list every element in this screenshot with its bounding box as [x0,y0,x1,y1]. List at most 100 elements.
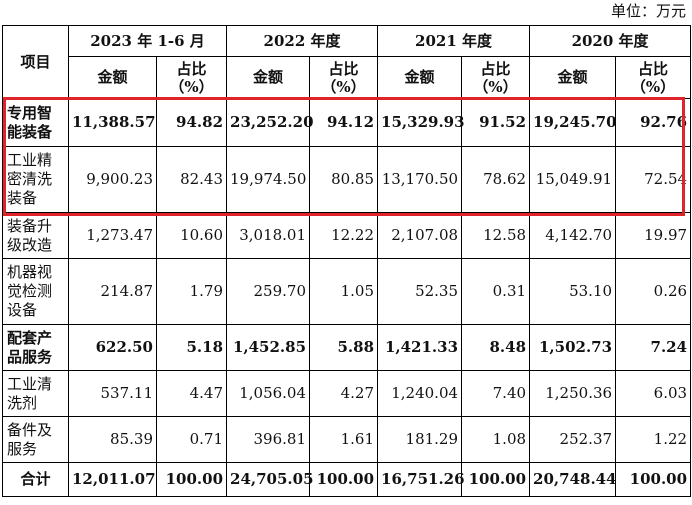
ratio-header-line1: 占比 [328,59,359,78]
cell-ratio: 12.58 [461,212,531,259]
cell-amount: 259.70 [226,258,311,325]
ratio-header: 占比 （%） [461,56,531,99]
cell-amount: 396.81 [226,416,311,463]
cell-amount: 19,974.50 [226,146,311,213]
cell-ratio: 91.52 [461,98,531,147]
row-label: 专用智能装备 [2,98,69,147]
cell-ratio: 6.03 [615,370,692,417]
cell-ratio: 1.22 [615,416,692,463]
cell-amount: 53.10 [529,258,617,325]
cell-ratio: 100.00 [615,462,692,497]
table-row: 配套产品服务 622.50 5.18 1,452.85 5.88 1,421.3… [2,324,692,371]
cell-ratio: 0.31 [461,258,531,325]
cell-amount: 537.11 [68,370,157,417]
row-label: 机器视觉检测设备 [2,258,69,325]
cell-amount: 622.50 [68,324,157,371]
cell-ratio: 19.97 [615,212,692,259]
cell-amount: 15,049.91 [529,146,617,213]
cell-ratio: 94.82 [155,98,228,147]
cell-ratio: 72.54 [615,146,692,213]
cell-ratio: 94.12 [309,98,379,147]
ratio-header: 占比 （%） [309,56,379,99]
cell-ratio: 100.00 [461,462,531,497]
cell-ratio: 100.00 [309,462,379,497]
cell-amount: 9,900.23 [68,146,157,213]
cell-amount: 1,452.85 [226,324,311,371]
total-row: 合计 12,011.07 100.00 24,705.05 100.00 16,… [2,462,692,497]
period-header-2020: 2020 年度 [529,25,692,57]
table-row: 装备升级改造 1,273.47 10.60 3,018.01 12.22 2,1… [2,212,692,259]
amount-header: 金额 [529,56,617,99]
cell-amount: 15,329.93 [377,98,465,147]
cell-ratio: 92.76 [615,98,692,147]
cell-ratio: 80.85 [309,146,379,213]
ratio-header: 占比 （%） [155,56,228,99]
ratio-header-line1: 占比 [638,59,669,78]
cell-amount: 1,421.33 [377,324,463,371]
ratio-header-line2: （%） [321,77,366,96]
cell-amount: 3,018.01 [226,212,311,259]
ratio-header-line2: （%） [473,77,518,96]
cell-amount: 13,170.50 [377,146,463,213]
cell-ratio: 5.88 [309,324,379,371]
cell-amount: 1,250.36 [529,370,617,417]
cell-ratio: 78.62 [461,146,531,213]
cell-ratio: 8.48 [461,324,531,371]
cell-amount: 1,273.47 [68,212,157,259]
table-row: 机器视觉检测设备 214.87 1.79 259.70 1.05 52.35 0… [2,258,692,325]
financial-table: 项目 2023 年 1-6 月 2022 年度 2021 年度 2020 年度 … [2,25,692,497]
header-row-periods: 项目 2023 年 1-6 月 2022 年度 2021 年度 2020 年度 [2,25,692,99]
cell-amount: 214.87 [68,258,157,325]
row-label: 工业清洗剂 [2,370,69,417]
cell-amount: 181.29 [377,416,463,463]
table-row: 专用智能装备 11,388.57 94.82 23,252.20 94.12 1… [2,98,692,147]
cell-amount: 2,107.08 [377,212,463,259]
ratio-header-line1: 占比 [176,59,207,78]
cell-amount: 252.37 [529,416,617,463]
row-label: 工业精密清洗装备 [2,146,69,213]
ratio-header: 占比 （%） [615,56,692,99]
header-row-columns: 金额 占比 （%） 金额 占比 （%） 金额 占比 （%） 金额 占比 （%） [3,56,692,99]
row-label: 备件及服务 [2,416,69,463]
cell-ratio: 7.24 [615,324,692,371]
cell-ratio: 1.08 [461,416,531,463]
cell-ratio: 0.71 [155,416,228,463]
item-header: 项目 [2,25,69,99]
amount-header: 金额 [226,56,311,99]
cell-ratio: 5.18 [155,324,228,371]
cell-amount: 24,705.05 [226,462,314,497]
ratio-header-line1: 占比 [480,59,511,78]
ratio-header-line2: （%） [169,77,214,96]
cell-amount: 1,240.04 [377,370,463,417]
cell-ratio: 100.00 [155,462,228,497]
ratio-header-line2: （%） [630,77,676,96]
amount-header: 金额 [377,56,463,99]
cell-amount: 1,502.73 [529,324,617,371]
cell-ratio: 10.60 [155,212,228,259]
table-row: 工业精密清洗装备 9,900.23 82.43 19,974.50 80.85 … [2,146,692,213]
row-label: 配套产品服务 [2,324,69,371]
cell-ratio: 1.79 [155,258,228,325]
cell-amount: 19,245.70 [529,98,617,147]
cell-amount: 1,056.04 [226,370,311,417]
period-header-2022: 2022 年度 [226,25,379,57]
cell-amount: 12,011.07 [68,462,157,497]
cell-amount: 85.39 [68,416,157,463]
cell-amount: 11,388.57 [68,98,157,147]
unit-label: 单位：万元 [610,2,686,20]
cell-amount: 52.35 [377,258,463,325]
amount-header: 金额 [68,56,157,99]
cell-ratio: 12.22 [309,212,379,259]
cell-ratio: 7.40 [461,370,531,417]
row-label-total: 合计 [2,462,69,497]
cell-amount: 20,748.44 [529,462,617,497]
period-header-2021: 2021 年度 [377,25,531,57]
cell-ratio: 82.43 [155,146,228,213]
cell-ratio: 1.05 [309,258,379,325]
table-row: 工业清洗剂 537.11 4.47 1,056.04 4.27 1,240.04… [2,370,692,417]
cell-ratio: 0.26 [615,258,692,325]
cell-amount: 4,142.70 [529,212,617,259]
row-label: 装备升级改造 [2,212,69,259]
cell-ratio: 4.47 [155,370,228,417]
cell-amount: 16,751.26 [377,462,465,497]
